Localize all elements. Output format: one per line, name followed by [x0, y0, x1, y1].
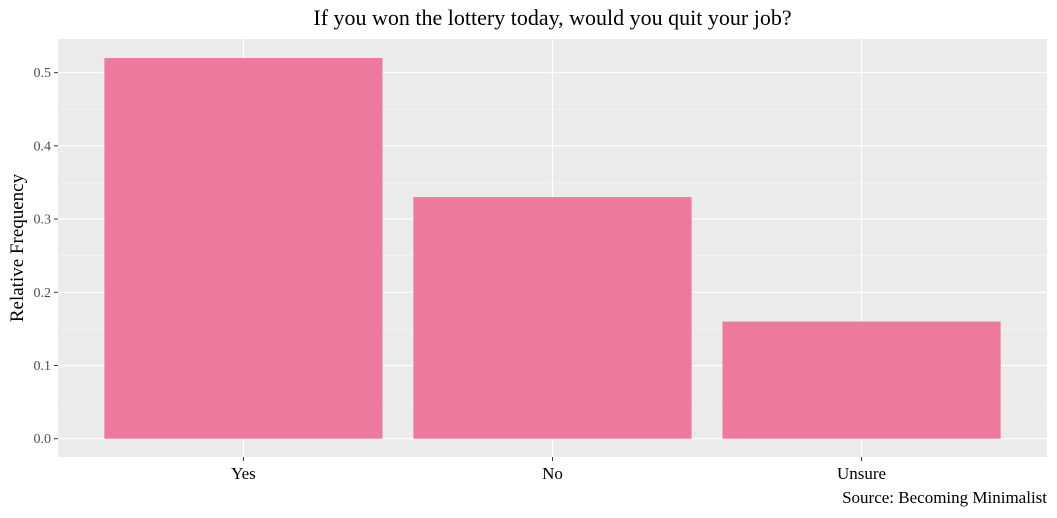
bars — [104, 58, 1001, 439]
axes: 0.0 0.1 0.2 0.3 0.4 0.5 Yes No Unsure — [34, 66, 887, 483]
y-tick-label: 0.0 — [34, 432, 52, 447]
y-tick-label: 0.4 — [34, 139, 52, 154]
y-tick-label: 0.2 — [34, 286, 52, 301]
x-tick-label-yes: Yes — [231, 464, 256, 483]
source-caption: Source: Becoming Minimalist — [842, 488, 1047, 507]
x-tick-label-no: No — [542, 464, 563, 483]
y-tick-label: 0.5 — [34, 66, 52, 81]
bar-no — [413, 197, 692, 439]
bar-yes — [104, 58, 383, 439]
x-tick-label-unsure: Unsure — [837, 464, 886, 483]
chart-title: If you won the lottery today, would you … — [313, 5, 792, 30]
y-tick-label: 0.3 — [34, 213, 52, 228]
bar-unsure — [722, 321, 1001, 439]
y-tick-label: 0.1 — [34, 359, 52, 374]
